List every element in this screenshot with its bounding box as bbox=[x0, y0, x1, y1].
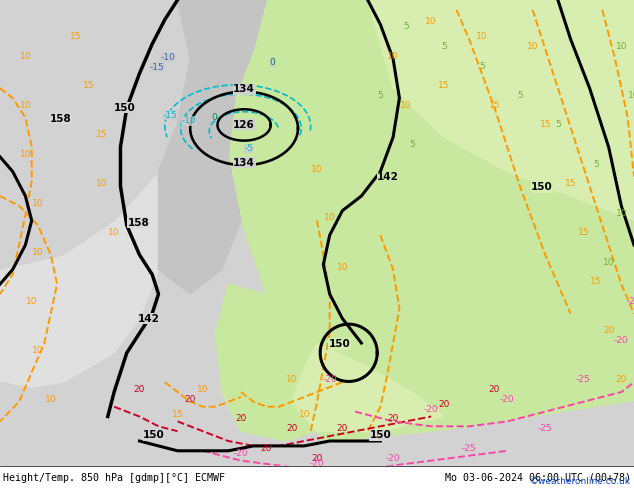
Text: -10: -10 bbox=[160, 53, 176, 62]
Text: 15: 15 bbox=[83, 81, 94, 90]
Text: 10: 10 bbox=[324, 214, 335, 222]
Text: Height/Temp. 850 hPa [gdmp][°C] ECMWF: Height/Temp. 850 hPa [gdmp][°C] ECMWF bbox=[3, 473, 225, 483]
Text: -20: -20 bbox=[322, 375, 337, 384]
Text: 20: 20 bbox=[438, 400, 450, 409]
Text: 150: 150 bbox=[143, 430, 165, 440]
Text: -20: -20 bbox=[626, 297, 634, 306]
Text: -5: -5 bbox=[245, 144, 254, 153]
Text: 15: 15 bbox=[70, 32, 82, 41]
Text: 15: 15 bbox=[172, 410, 183, 418]
Polygon shape bbox=[368, 0, 634, 220]
Text: 5: 5 bbox=[403, 23, 409, 31]
Text: ©weatheronline.co.uk: ©weatheronline.co.uk bbox=[530, 477, 631, 486]
Text: 20: 20 bbox=[235, 415, 247, 423]
Text: 15: 15 bbox=[578, 228, 589, 237]
Text: 5: 5 bbox=[409, 140, 415, 149]
Text: 10: 10 bbox=[337, 263, 348, 271]
Text: 20: 20 bbox=[603, 326, 614, 335]
Polygon shape bbox=[158, 0, 266, 294]
Text: -20: -20 bbox=[309, 459, 325, 467]
Text: Mo 03-06-2024 06:00 UTC (00+78): Mo 03-06-2024 06:00 UTC (00+78) bbox=[445, 473, 631, 483]
Text: 150: 150 bbox=[113, 103, 135, 113]
Text: 134: 134 bbox=[233, 158, 255, 168]
Text: -10: -10 bbox=[181, 117, 197, 125]
Text: 20: 20 bbox=[311, 454, 323, 463]
Text: 134: 134 bbox=[233, 84, 255, 94]
Text: 5: 5 bbox=[377, 91, 384, 100]
Text: 142: 142 bbox=[377, 172, 399, 182]
Text: 15: 15 bbox=[590, 277, 602, 286]
Text: 20: 20 bbox=[261, 444, 272, 453]
Text: 158: 158 bbox=[127, 218, 149, 228]
Polygon shape bbox=[0, 382, 634, 490]
Text: 20: 20 bbox=[184, 395, 196, 404]
Text: 15: 15 bbox=[565, 179, 576, 188]
Text: 10: 10 bbox=[26, 297, 37, 306]
Text: -15: -15 bbox=[162, 111, 178, 120]
Text: 20: 20 bbox=[134, 385, 145, 394]
Text: 10: 10 bbox=[616, 42, 627, 51]
Text: 15: 15 bbox=[96, 130, 107, 139]
Text: 10: 10 bbox=[20, 52, 31, 61]
Text: -20: -20 bbox=[233, 449, 249, 458]
Text: 126: 126 bbox=[233, 120, 255, 130]
Text: 10: 10 bbox=[425, 18, 437, 26]
Text: 20: 20 bbox=[286, 424, 297, 433]
Text: 10: 10 bbox=[628, 91, 634, 100]
Text: 15: 15 bbox=[489, 101, 500, 110]
Text: 10: 10 bbox=[32, 199, 44, 208]
Text: -20: -20 bbox=[385, 454, 401, 463]
Text: 150: 150 bbox=[370, 430, 391, 440]
Text: 15: 15 bbox=[540, 121, 551, 129]
Text: 20: 20 bbox=[616, 375, 627, 384]
Text: 10: 10 bbox=[197, 385, 209, 394]
Text: 5: 5 bbox=[479, 62, 485, 71]
Text: -20: -20 bbox=[424, 405, 439, 414]
Text: 150: 150 bbox=[531, 182, 553, 192]
Text: 10: 10 bbox=[45, 395, 56, 404]
Text: 10: 10 bbox=[616, 209, 627, 218]
Text: 20: 20 bbox=[337, 424, 348, 433]
Text: -20: -20 bbox=[614, 336, 629, 345]
Text: 5: 5 bbox=[555, 121, 561, 129]
Text: 0: 0 bbox=[211, 113, 217, 122]
Text: 5: 5 bbox=[593, 160, 599, 169]
Text: 10: 10 bbox=[20, 101, 31, 110]
Text: -15: -15 bbox=[150, 63, 165, 72]
Text: 10: 10 bbox=[32, 248, 44, 257]
Polygon shape bbox=[228, 0, 634, 490]
Text: 10: 10 bbox=[108, 228, 120, 237]
Text: 5: 5 bbox=[441, 42, 447, 51]
Text: -25: -25 bbox=[538, 424, 553, 433]
Text: 10: 10 bbox=[476, 32, 488, 41]
Text: 5: 5 bbox=[517, 91, 523, 100]
Text: 0: 0 bbox=[269, 58, 276, 67]
Polygon shape bbox=[0, 172, 158, 392]
Text: -25: -25 bbox=[576, 375, 591, 384]
Polygon shape bbox=[0, 466, 634, 490]
Polygon shape bbox=[216, 284, 317, 441]
Text: 20: 20 bbox=[387, 415, 399, 423]
Text: 142: 142 bbox=[138, 314, 160, 323]
Text: 10: 10 bbox=[387, 52, 399, 61]
Text: 10: 10 bbox=[400, 101, 411, 110]
Text: 150: 150 bbox=[328, 339, 350, 349]
Text: 10: 10 bbox=[603, 258, 614, 267]
Text: 10: 10 bbox=[286, 375, 297, 384]
Text: -20: -20 bbox=[500, 395, 515, 404]
Polygon shape bbox=[292, 343, 444, 431]
Text: -25: -25 bbox=[462, 444, 477, 453]
Text: 10: 10 bbox=[527, 42, 538, 51]
Text: 10: 10 bbox=[311, 165, 323, 173]
Text: 15: 15 bbox=[438, 81, 450, 90]
Text: 10: 10 bbox=[299, 410, 310, 418]
Text: 10: 10 bbox=[32, 346, 44, 355]
Text: 10: 10 bbox=[20, 150, 31, 159]
Text: 20: 20 bbox=[489, 385, 500, 394]
Text: 158: 158 bbox=[49, 114, 71, 123]
Text: 10: 10 bbox=[96, 179, 107, 188]
Polygon shape bbox=[0, 0, 203, 270]
